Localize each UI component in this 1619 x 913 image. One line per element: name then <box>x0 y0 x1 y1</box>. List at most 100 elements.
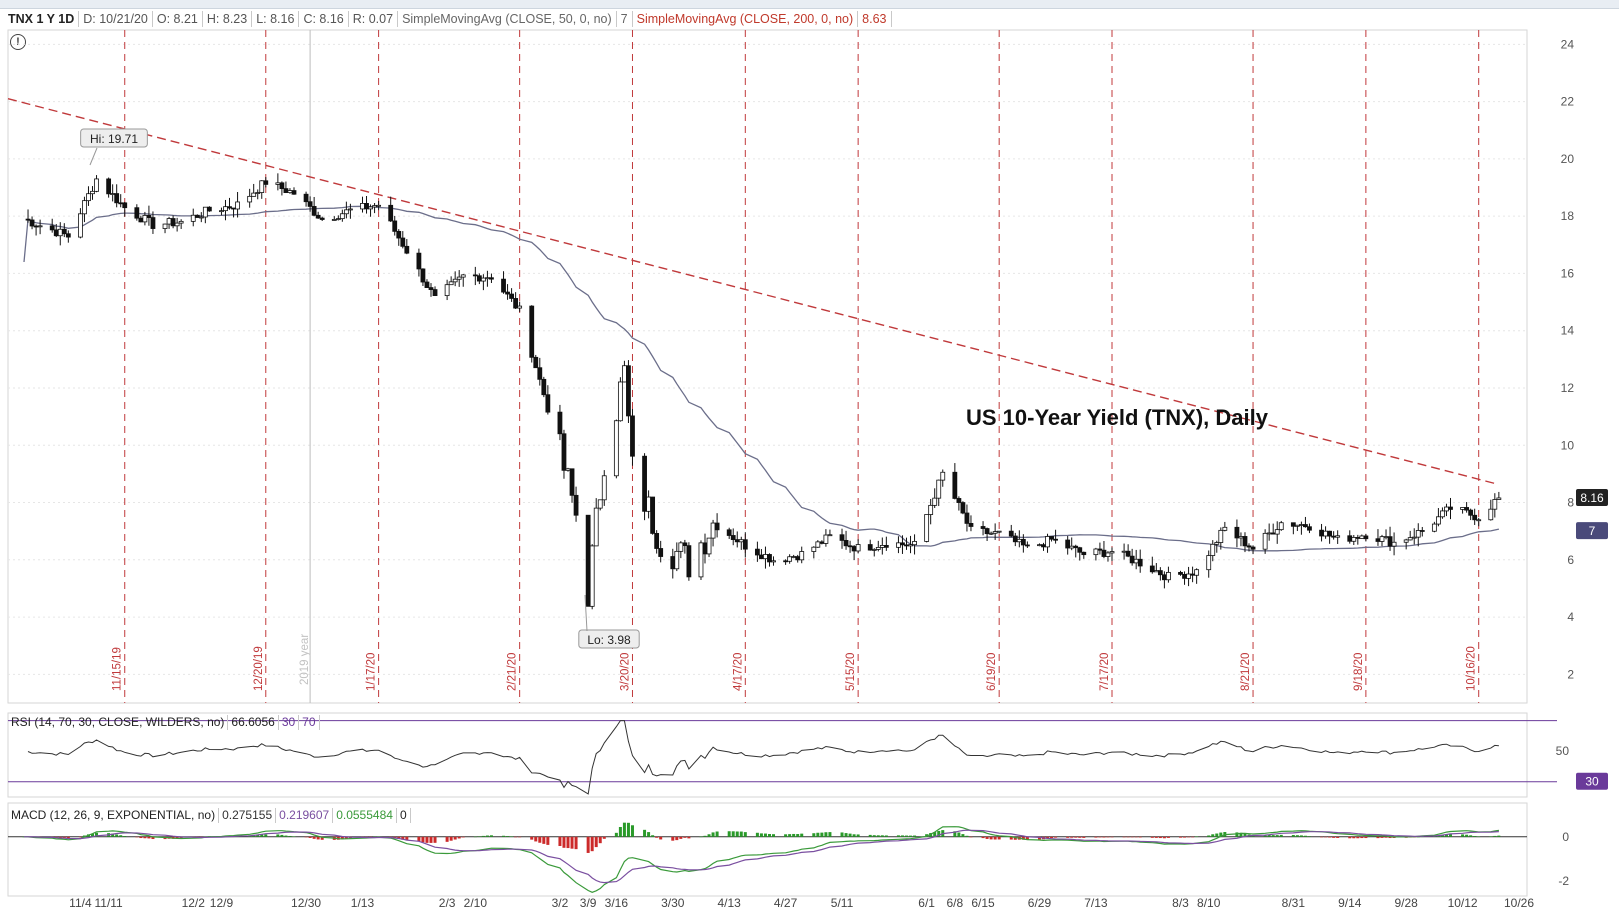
ma50-line <box>23 205 1500 552</box>
candle-body <box>25 218 31 221</box>
candle-body <box>879 545 885 548</box>
macd-histogram-bar <box>622 822 626 837</box>
macd-histogram-bar <box>1074 836 1078 838</box>
candle-body <box>1290 522 1296 527</box>
candle-body <box>698 542 704 578</box>
candle-body <box>162 223 168 229</box>
candle-body <box>1298 524 1304 526</box>
macd-histogram-bar <box>961 834 965 837</box>
candle-body <box>529 305 535 358</box>
symbol-label[interactable]: TNX 1 Y 1D <box>0 11 80 27</box>
rsi-study-label[interactable]: RSI (14, 70, 30, CLOSE, WILDERS, no) <box>8 715 229 730</box>
candle-body <box>730 535 736 541</box>
macd-histogram-bar <box>655 836 659 838</box>
candle-body <box>400 237 406 247</box>
x-tick-label: 8/3 <box>1172 896 1189 910</box>
macd-histogram-bar <box>562 836 566 848</box>
y-tick-label: 22 <box>1561 95 1575 109</box>
rsi-badge: 30 <box>1585 775 1599 789</box>
candle-body <box>1109 551 1115 554</box>
macd-histogram-bar <box>316 836 320 840</box>
macd-histogram-bar <box>473 836 477 838</box>
candle-body <box>1024 544 1030 547</box>
candle-body <box>686 545 692 578</box>
candle-body <box>1214 542 1220 545</box>
event-date-label: 2/21/20 <box>507 653 519 691</box>
macd-histogram-bar <box>1360 836 1364 839</box>
candle-body <box>489 277 494 280</box>
candle-body <box>1250 546 1256 550</box>
candle-body <box>847 545 853 548</box>
candle-body <box>1488 508 1494 521</box>
candle-body <box>1133 558 1139 564</box>
candle-body <box>742 539 748 550</box>
macd-histogram-bar <box>675 836 679 841</box>
x-tick-label: 3/30 <box>661 896 685 910</box>
macd-histogram-bar <box>1299 835 1303 837</box>
candle-body <box>94 178 99 192</box>
macd-histogram-bar <box>896 835 900 837</box>
candle-body <box>1012 535 1018 543</box>
macd-histogram-bar <box>651 835 655 837</box>
ma200-study-label[interactable]: SimpleMovingAvg (CLOSE, 200, 0, no) <box>633 11 859 27</box>
macd-histogram-bar <box>856 834 860 837</box>
high-callout-pointer <box>89 147 98 166</box>
macd-histogram-bar <box>683 836 687 838</box>
macd-histogram-bar <box>796 834 800 837</box>
macd-histogram-bar <box>570 836 574 849</box>
macd-histogram-bar <box>1025 836 1029 840</box>
macd-histogram-bar <box>715 831 719 837</box>
macd-histogram-bar <box>767 834 771 837</box>
rsi-header: RSI (14, 70, 30, CLOSE, WILDERS, no) 66.… <box>8 715 320 730</box>
macd-histogram-bar <box>1183 836 1187 838</box>
candle-body <box>642 455 647 512</box>
macd-histogram-bar <box>820 832 824 837</box>
candle-body <box>585 514 591 607</box>
price-badge-bg <box>1576 488 1608 506</box>
x-tick-label: 4/13 <box>718 896 742 910</box>
rsi-overbought: 70 <box>299 715 320 730</box>
y-tick-label: 6 <box>1567 553 1574 567</box>
candle-body <box>1234 526 1240 539</box>
macd-histogram-bar <box>558 836 562 847</box>
macd-histogram-bar <box>703 835 707 837</box>
candle-body <box>1049 536 1054 540</box>
candle-body <box>287 190 293 194</box>
macd-histogram-bar <box>594 836 598 848</box>
candle-body <box>996 530 1002 533</box>
candle-body <box>456 276 462 280</box>
macd-histogram-bar <box>884 835 888 837</box>
macd-histogram-bar <box>1356 836 1360 839</box>
candle-body <box>763 554 768 560</box>
candle-body <box>368 206 373 210</box>
macd-histogram-bar <box>828 832 832 837</box>
candle-body <box>593 507 599 547</box>
x-tick-label: 3/16 <box>605 896 629 910</box>
candle-body <box>1363 535 1369 540</box>
candle-body <box>134 207 140 219</box>
macd-histogram-bar <box>397 836 401 839</box>
macd-histogram-bar <box>1303 835 1307 837</box>
y-tick-label: 18 <box>1561 209 1575 223</box>
macd-histogram-bar <box>1279 834 1283 837</box>
macd-histogram-bar <box>1477 836 1481 838</box>
macd-histogram-bar <box>598 836 602 844</box>
candle-body <box>759 554 764 560</box>
macd-histogram-bar <box>1094 836 1098 838</box>
candle-body <box>589 545 595 607</box>
alert-icon[interactable]: ! <box>10 34 26 50</box>
candle-body <box>331 219 337 221</box>
macd-study-label[interactable]: MACD (12, 26, 9, EXPONENTIAL, no) <box>8 808 220 823</box>
x-tick-label: 6/29 <box>1028 896 1052 910</box>
macd-histogram-bar <box>574 836 578 850</box>
candle-body <box>420 268 426 283</box>
candle-body <box>706 537 712 555</box>
macd-histogram-bar <box>1219 832 1223 837</box>
candle-body <box>315 214 321 219</box>
macd-histogram-bar <box>344 836 348 839</box>
ma50-study-label[interactable]: SimpleMovingAvg (CLOSE, 50, 0, no) <box>398 11 617 27</box>
candle-body <box>235 201 240 210</box>
candle-body <box>912 541 917 546</box>
candle-body <box>460 274 466 278</box>
candle-body <box>146 215 152 218</box>
